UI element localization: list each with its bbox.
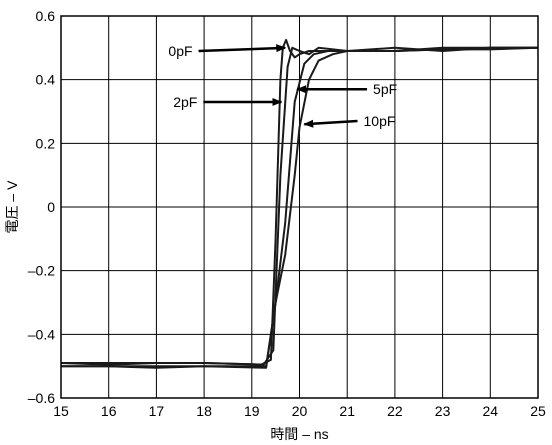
x-tick-label: 20: [292, 403, 308, 419]
plot-frame: [60, 15, 539, 399]
annotation-label-0: 0pF: [168, 43, 192, 59]
x-tick-label: 24: [483, 403, 499, 419]
x-axis-label: 時間 – ns: [270, 426, 328, 442]
series-line-3: [61, 46, 539, 369]
y-tick-label: –0.6: [28, 390, 55, 406]
x-tick-label: 17: [149, 403, 165, 419]
annotations: 0pF 2pF 5pF 10pF: [168, 43, 397, 129]
x-tick-label: 23: [435, 403, 451, 419]
x-tick-label: 15: [53, 403, 69, 419]
y-axis-label: 電圧 – V: [4, 180, 20, 234]
y-tick-label: 0.4: [36, 72, 56, 88]
y-tick-label: –0.2: [28, 263, 55, 279]
x-tick-label: 18: [196, 403, 212, 419]
series-line-1: [60, 46, 538, 366]
x-tick-label: 16: [101, 403, 117, 419]
y-tick-label: –0.4: [28, 326, 55, 342]
annotation-label-3: 10pF: [364, 113, 396, 129]
annotation-arrow-0: [198, 44, 287, 53]
x-tick-label: 19: [244, 403, 260, 419]
x-tick-label: 25: [530, 403, 546, 419]
x-tick-label: 21: [339, 403, 355, 419]
annotation-arrow-3: [303, 119, 358, 128]
series-group: [60, 38, 539, 369]
y-tick-labels: –0.6 –0.4 –0.2 0 0.2 0.4 0.6: [28, 8, 55, 406]
annotation-label-1: 2pF: [173, 94, 197, 110]
x-tick-labels: 15 16 17 18 19 20 21 22 23 24 25: [53, 403, 546, 419]
annotation-label-2: 5pF: [373, 81, 397, 97]
y-tick-label: 0.2: [36, 135, 56, 151]
x-tick-label: 22: [387, 403, 403, 419]
y-tick-label: 0: [47, 199, 55, 215]
y-tick-label: 0.6: [36, 8, 56, 24]
